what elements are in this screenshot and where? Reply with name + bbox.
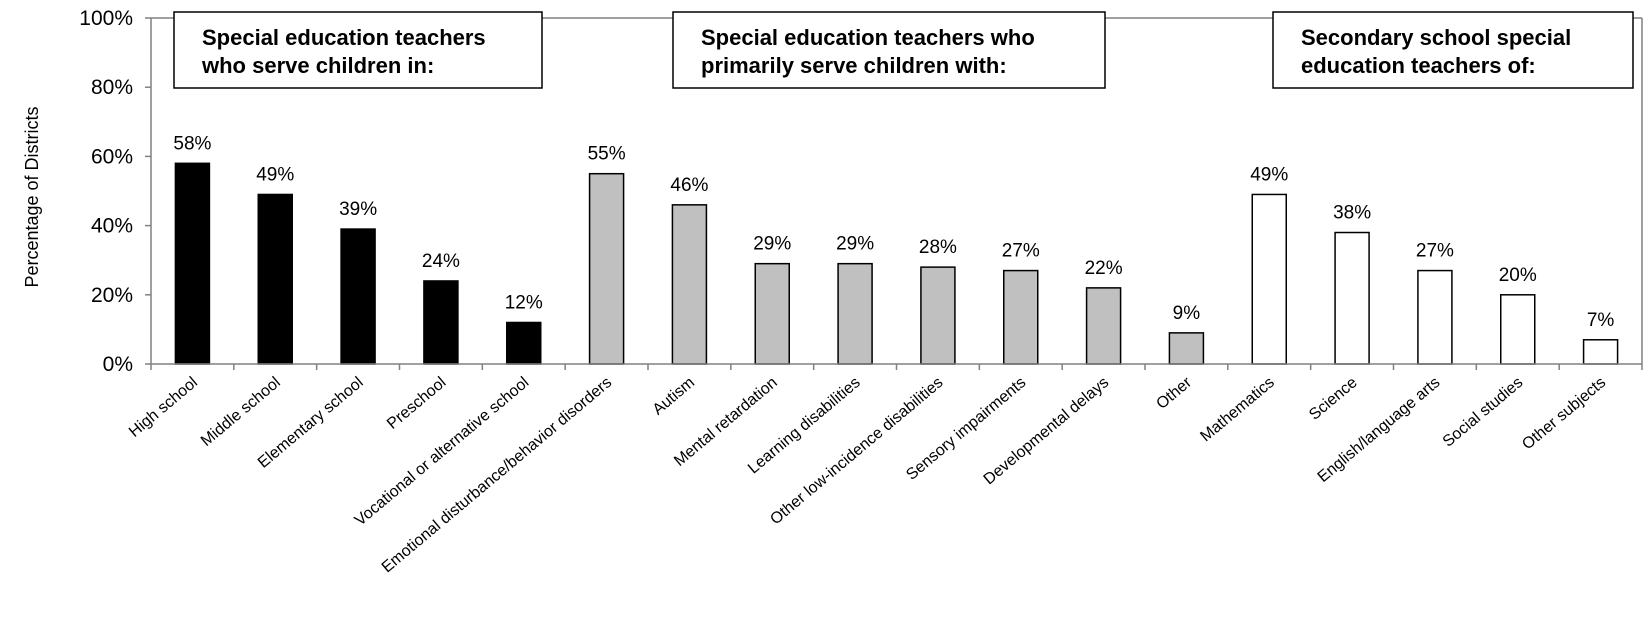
bar — [1003, 269, 1039, 365]
bar — [174, 162, 211, 365]
bar — [837, 262, 873, 365]
data-label: 49% — [256, 164, 294, 185]
data-label: 58% — [173, 133, 211, 154]
x-category-label: Vocational or alternative school — [352, 374, 533, 529]
data-labels: 58% 49% 39% 24% 12% 55% 46% 29% 29% 28% 27% 22% 9% 49… — [173, 133, 1614, 330]
bar — [1085, 287, 1122, 365]
data-label: 24% — [422, 251, 460, 272]
bar — [1582, 339, 1619, 365]
data-label: 7% — [1587, 310, 1615, 331]
data-label: 28% — [919, 237, 957, 258]
bar — [754, 262, 790, 365]
bar — [506, 321, 542, 365]
y-tick-label: 100% — [79, 7, 133, 30]
bar — [1417, 269, 1453, 365]
data-label: 20% — [1499, 265, 1537, 286]
group-title-line: Special education teachers who — [701, 25, 1035, 50]
x-category-label: Mathematics — [1197, 374, 1277, 445]
group-title-box — [672, 11, 1106, 89]
group-title-line: Secondary school special — [1301, 25, 1571, 50]
bar — [1334, 231, 1370, 365]
data-label: 46% — [670, 175, 708, 196]
y-tick-label: 0% — [103, 353, 133, 376]
x-category-label: Other — [1153, 374, 1195, 413]
data-label: 27% — [1002, 241, 1040, 262]
bars — [174, 162, 1619, 365]
data-label: 29% — [753, 234, 791, 255]
bar — [340, 228, 376, 365]
data-label: 29% — [836, 234, 874, 255]
x-category-label: Middle school — [198, 374, 284, 450]
x-category-label: Preschool — [384, 374, 449, 433]
x-category-label: Other subjects — [1519, 374, 1609, 453]
data-label: 27% — [1416, 241, 1454, 262]
y-tick-label: 80% — [91, 76, 133, 99]
bar — [588, 172, 625, 365]
group-title-line: education teachers of: — [1301, 53, 1536, 78]
data-label: 9% — [1173, 303, 1201, 324]
bar — [920, 266, 956, 365]
x-category-label: Other low-incidence disabilities — [767, 374, 946, 528]
group-title-line: who serve children in: — [201, 53, 434, 78]
group-title-line: primarily serve children with: — [701, 53, 1007, 78]
y-tick-label: 40% — [91, 215, 133, 238]
data-label: 55% — [588, 144, 626, 165]
data-label: 12% — [505, 292, 543, 313]
group-title-box — [1272, 11, 1634, 89]
bar — [257, 193, 293, 365]
bar — [423, 280, 459, 365]
y-tick-label: 20% — [91, 284, 133, 307]
group-title-box — [173, 11, 543, 89]
data-label: 49% — [1250, 164, 1288, 185]
data-label: 39% — [339, 199, 377, 220]
x-category-label: Science — [1306, 374, 1361, 424]
x-category-label: Autism — [650, 374, 698, 418]
x-category-label: Social studies — [1440, 374, 1527, 450]
bar — [1251, 193, 1287, 365]
data-label: 38% — [1333, 203, 1371, 224]
y-tick-label: 60% — [91, 145, 133, 168]
bar — [1168, 332, 1205, 365]
data-label: 22% — [1085, 258, 1123, 279]
x-category-label: High school — [126, 374, 201, 441]
bar — [1500, 294, 1536, 365]
group-title-boxes: Special education teachers who serve chil… — [173, 11, 1634, 89]
bar — [671, 204, 708, 365]
y-axis: 0% 20% 40% 60% 80% 100% — [79, 7, 152, 376]
y-axis-title: Percentage of Districts — [22, 106, 42, 287]
group-title-line: Special education teachers — [202, 25, 486, 50]
